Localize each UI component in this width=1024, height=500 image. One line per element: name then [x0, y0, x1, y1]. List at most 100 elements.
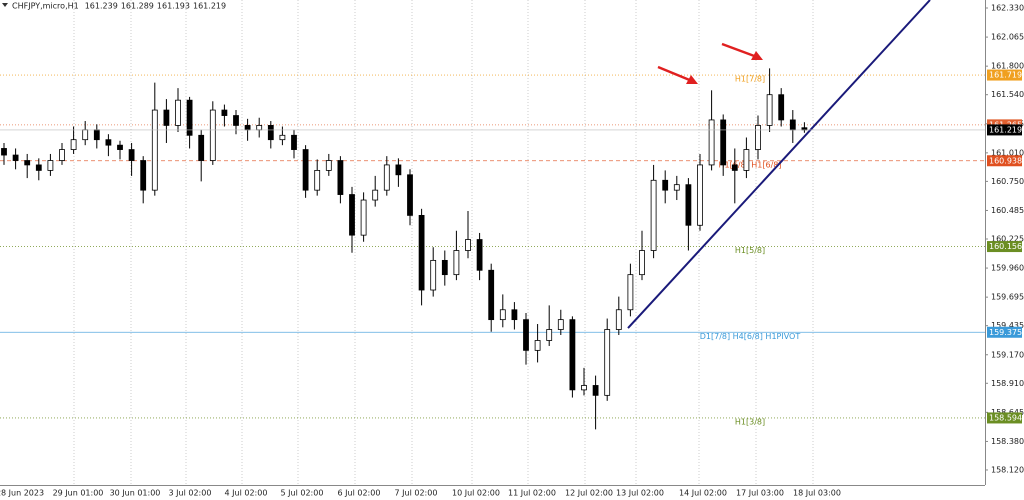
candle-body [360, 199, 367, 236]
menu-arrow[interactable] [2, 3, 8, 7]
candle-body [151, 109, 158, 191]
y-tick-label: 160.485 [991, 206, 1024, 215]
candle-body [93, 129, 100, 141]
candle-body [209, 109, 216, 161]
price-box [987, 155, 1022, 167]
candle-body [24, 160, 31, 166]
trendline [627, 0, 931, 329]
candle-body [163, 109, 170, 126]
candle-body [673, 184, 680, 191]
x-tick-label: 10 Jul 02:00 [452, 489, 500, 498]
x-tick-label: 17 Jul 03:00 [736, 489, 784, 498]
candle-body [244, 125, 251, 131]
arrow [721, 42, 758, 59]
candle-body [186, 99, 193, 136]
y-tick-label: 159.435 [991, 321, 1024, 330]
y-tick-label: 158.380 [991, 437, 1024, 446]
level-label: H1[6/8] H1[6/8] [719, 160, 782, 169]
header-open: 161.239 [85, 1, 118, 10]
x-tick-label: 5 Jul 02:00 [281, 489, 324, 498]
candle-body [117, 144, 123, 150]
header-close: 161.219 [193, 1, 226, 10]
chart-header: CHFJPY,micro,H1 161.239 161.289 161.193 161.… [12, 1, 226, 10]
x-tick-label: 29 Jun 01:00 [53, 489, 104, 498]
candle-body [1, 148, 7, 156]
level-label: H1[7/8] [735, 75, 765, 84]
candle-body [650, 179, 657, 251]
candle-body [639, 250, 645, 276]
candle-body [441, 259, 448, 276]
candle-body [233, 115, 239, 126]
price-box-label: 161.719 [989, 71, 1022, 80]
candle-body [453, 250, 460, 276]
candle-body [267, 125, 274, 141]
candle-body [47, 160, 54, 171]
candle-body [418, 214, 425, 291]
current-price-label: 161.219 [989, 125, 1022, 134]
candle-body [755, 125, 761, 150]
candle-body [592, 385, 599, 396]
candle-body [778, 94, 785, 121]
candle-body [128, 149, 135, 161]
y-tick-label: 160.750 [991, 177, 1024, 186]
red-arrows [657, 42, 763, 84]
y-tick-label: 159.170 [991, 350, 1024, 359]
x-tick-label: 18 Jul 03:00 [793, 489, 841, 498]
levels: H1[7/8] H1[6/8] H1[6/8] H1[5/8] D1[7/8] H4[… [0, 75, 985, 426]
current-price-box [987, 124, 1022, 136]
level-label: D1[7/8] H4[6/8] H1PIVOT [700, 332, 801, 341]
price-box [987, 241, 1022, 253]
y-tick-label: 158.645 [991, 408, 1024, 417]
arrow-head [686, 75, 698, 84]
price-box-label: 159.375 [989, 328, 1022, 337]
y-tick-label: 162.330 [991, 4, 1024, 13]
y-tick-label: 160.225 [991, 234, 1024, 243]
candle-body [59, 149, 65, 161]
x-tick-label: 4 Jul 02:00 [225, 489, 268, 498]
candle-body [476, 239, 483, 271]
candle-body [743, 149, 750, 171]
arrow [657, 65, 693, 83]
candle-body [523, 319, 529, 351]
arrow-head [751, 51, 763, 60]
price-box-label: 158.594 [989, 413, 1022, 422]
candle-body [546, 329, 553, 341]
candle-body [789, 119, 796, 131]
candle-body [70, 139, 77, 150]
candle-body [395, 164, 402, 176]
candle-body [256, 125, 263, 131]
x-tick-label: 14 Jul 02:00 [679, 489, 727, 498]
header-high: 161.289 [121, 1, 154, 10]
y-tick-label: 158.910 [991, 379, 1024, 388]
x-tick-label: 6 Jul 02:00 [338, 489, 381, 498]
x-tick-label: 13 Jul 02:00 [616, 489, 664, 498]
price-box [987, 326, 1022, 338]
candle-body [279, 134, 286, 141]
candle-body [430, 259, 437, 291]
x-tick-label: 28 Jun 2023 [0, 489, 44, 498]
candle-body [372, 189, 379, 201]
x-tick-label: 7 Jul 02:00 [395, 489, 438, 498]
candle-body [720, 119, 727, 166]
y-tick-label: 159.695 [991, 293, 1024, 302]
candle-body [615, 309, 622, 330]
candles [1, 68, 808, 430]
price-box-label: 160.156 [989, 242, 1022, 251]
candle-body [175, 99, 181, 126]
candle-body [569, 319, 576, 391]
x-tick-label: 30 Jun 01:00 [110, 489, 161, 498]
candle-body [82, 129, 89, 141]
candle-body [12, 154, 19, 161]
header-low: 161.193 [157, 1, 190, 10]
candle-body [604, 329, 611, 396]
candle-body [140, 160, 147, 191]
candle-body [766, 94, 773, 126]
y-tick-label: 161.800 [991, 62, 1024, 71]
price-box [987, 69, 1022, 81]
candle-body [697, 164, 703, 226]
x-tick-label: 3 Jul 02:00 [169, 489, 212, 498]
candle-body [407, 174, 413, 216]
candle-body [499, 309, 506, 321]
